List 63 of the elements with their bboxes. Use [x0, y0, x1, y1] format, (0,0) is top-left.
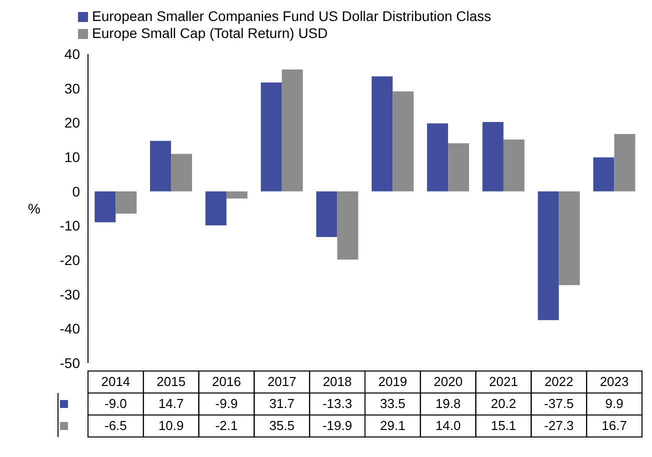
x-tick-label: 2022	[544, 374, 574, 389]
x-tick-label: 2015	[156, 374, 186, 389]
data-label: 35.5	[269, 418, 295, 433]
bar	[503, 139, 524, 192]
x-tick-label: 2016	[212, 374, 241, 389]
y-tick-label: -40	[60, 320, 80, 337]
y-axis-title: %	[28, 200, 40, 216]
data-label: -9.0	[104, 396, 127, 411]
y-tick-label: 10	[64, 148, 80, 165]
data-label: 10.9	[158, 418, 184, 433]
y-tick-label: 20	[64, 114, 80, 131]
data-label: 16.7	[602, 418, 627, 433]
bar	[558, 191, 580, 286]
y-tick-label: -10	[60, 218, 80, 234]
x-tick-label: 2018	[322, 374, 352, 389]
data-label: 29.1	[380, 418, 406, 433]
bar	[282, 69, 303, 192]
x-tick-label: 2019	[378, 374, 408, 389]
bar	[538, 191, 559, 320]
bar	[94, 191, 116, 222]
bar	[226, 191, 248, 199]
bar	[392, 91, 414, 192]
bar	[448, 143, 470, 192]
data-label: 33.5	[380, 396, 406, 411]
bar	[260, 82, 282, 192]
data-label: -19.9	[322, 418, 352, 433]
y-tick-label: -30	[60, 286, 80, 302]
bar	[482, 122, 504, 192]
bar	[372, 76, 393, 192]
bar	[614, 134, 636, 192]
legend-label: Europe Small Cap (Total Return) USD	[92, 25, 328, 42]
data-label: 15.1	[490, 418, 516, 433]
data-label: -13.3	[322, 396, 352, 411]
bar	[150, 140, 172, 192]
data-label: -37.5	[544, 396, 574, 411]
bar	[116, 191, 137, 214]
y-tick-label: 30	[64, 80, 80, 96]
bar	[205, 191, 226, 226]
bar	[337, 191, 358, 260]
x-tick-label: 2014	[101, 374, 130, 389]
x-tick-label: 2021	[489, 374, 518, 389]
x-tick-label: 2020	[434, 374, 463, 389]
data-label: -6.5	[104, 418, 127, 433]
y-tick-label: 0	[72, 183, 80, 200]
y-tick-label: -50	[60, 354, 80, 371]
data-label: -2.1	[215, 418, 238, 433]
data-label: -27.3	[544, 418, 574, 433]
data-label: 31.7	[269, 396, 295, 411]
data-label: 19.8	[435, 396, 461, 411]
data-label: 20.2	[490, 396, 516, 411]
y-tick-label: 40	[64, 46, 80, 62]
x-tick-label: 2017	[267, 374, 296, 389]
y-tick-label: -20	[60, 252, 80, 268]
data-label: 14.7	[158, 396, 184, 411]
bar	[593, 157, 614, 192]
bar	[171, 154, 192, 192]
data-label: 14.0	[435, 418, 461, 433]
data-label: 9.9	[605, 396, 624, 411]
bar	[427, 123, 448, 192]
data-label: -9.9	[215, 396, 238, 411]
x-tick-label: 2023	[600, 374, 629, 389]
bar	[316, 191, 338, 237]
legend-label: European Smaller Companies Fund US Dollar Distribution Class	[92, 8, 492, 25]
